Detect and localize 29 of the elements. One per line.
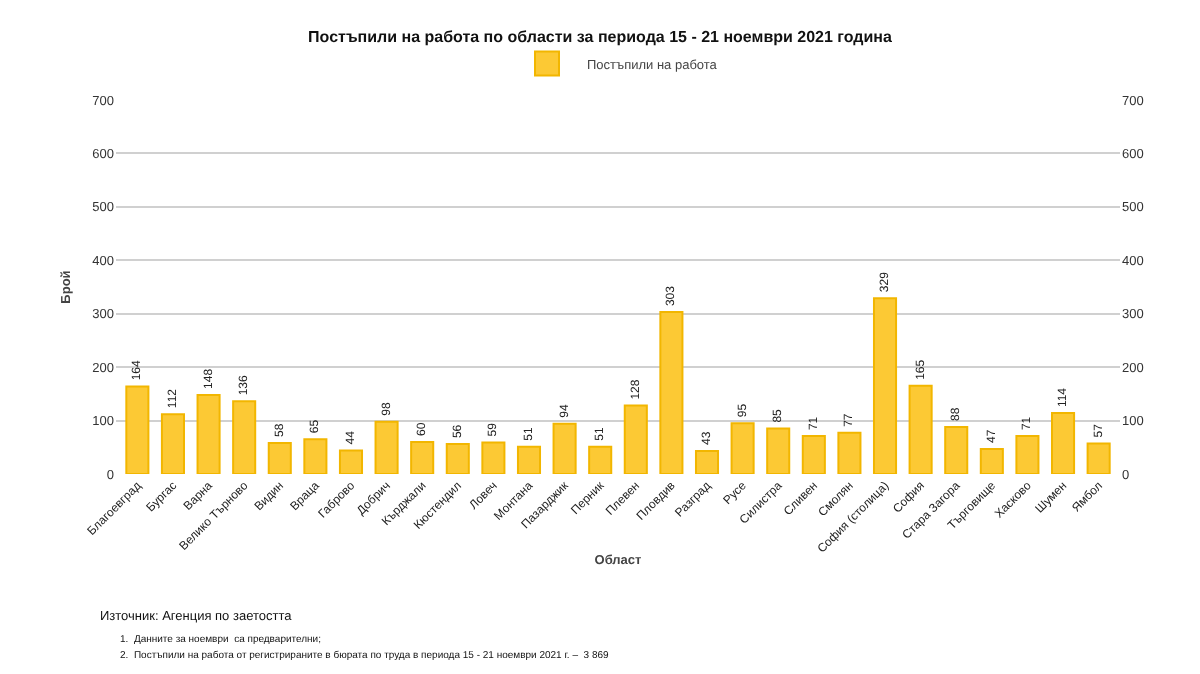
bar [267, 442, 292, 474]
bar [908, 384, 933, 474]
bar [730, 422, 755, 474]
bar [481, 441, 506, 474]
bar [196, 393, 221, 474]
bar [659, 311, 684, 474]
bar [160, 413, 185, 474]
bar [694, 450, 720, 474]
bar [1086, 442, 1111, 474]
bar [837, 431, 862, 474]
bar [1015, 435, 1040, 474]
bar [872, 297, 898, 474]
bar [979, 447, 1004, 474]
bar [338, 449, 364, 474]
bar [410, 440, 435, 474]
bar [623, 404, 648, 474]
bar [766, 427, 791, 474]
bar [232, 400, 257, 474]
bar [801, 435, 826, 474]
bar [303, 438, 328, 474]
bar [374, 420, 399, 474]
bar [445, 443, 470, 474]
bar [1051, 412, 1076, 474]
bar [552, 422, 577, 474]
chart-title: Постъпили на работа по области за периода 15 - 21 ноември 2021 година [308, 27, 893, 46]
bar [588, 445, 613, 474]
bar [125, 385, 150, 474]
bar [944, 425, 969, 474]
bar [516, 445, 542, 474]
